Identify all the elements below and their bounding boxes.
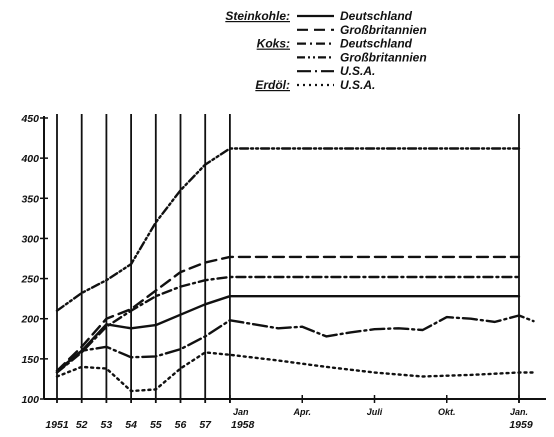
x-tick-label-56: 56 [175, 419, 187, 431]
series-line-s_gb [55, 255, 521, 373]
x-tick-sublabel-1958: 1958 [231, 419, 255, 431]
y-tick-label-200: 200 [20, 314, 39, 326]
legend-group-label-1: Koks: [257, 37, 290, 51]
x-tick-label-month-4: Jan. [510, 407, 528, 417]
legend: DeutschlandSteinkohle:GroßbritannienDeut… [225, 9, 426, 92]
y-tick-label-100: 100 [21, 394, 39, 406]
series-line-k_de [55, 275, 521, 374]
y-tick-label-400: 400 [20, 153, 39, 165]
tick-labels: 100 150 200 250 300 350 400 450 1951 52 53 54 55 56 57… [20, 113, 532, 431]
x-tick-label-month-2: Juli [367, 407, 383, 417]
x-tick-label-53: 53 [101, 419, 113, 431]
axes [40, 116, 546, 403]
legend-entry-e_usa: U.S.A. [340, 78, 375, 92]
y-tick-label-350: 350 [21, 193, 39, 205]
x-tick-label-54: 54 [125, 419, 137, 431]
grid-lines [56, 114, 520, 403]
x-tick-sublabel-1959: 1959 [509, 419, 533, 431]
legend-entry-k_gb: Großbritannien [340, 50, 427, 64]
x-tick-label-month-1: Apr. [292, 407, 311, 417]
y-tick-label-300: 300 [21, 233, 39, 245]
legend-entry-s_de: Deutschland [340, 9, 413, 23]
series-lines [55, 147, 535, 393]
series-line-e_usa [55, 351, 535, 393]
series-line-k_gb [55, 147, 521, 312]
series-line-k_usa [55, 314, 535, 374]
series-line-s_de [55, 295, 521, 373]
x-tick-label-month-0: Jan [233, 407, 249, 417]
y-tick-label-150: 150 [21, 354, 39, 366]
y-tick-label-450: 450 [20, 113, 39, 125]
y-tick-label-250: 250 [20, 274, 39, 286]
x-tick-label-55: 55 [150, 419, 162, 431]
legend-group-label-0: Steinkohle: [225, 9, 290, 23]
legend-entry-k_de: Deutschland [340, 37, 413, 51]
x-tick-label-52: 52 [76, 419, 88, 431]
x-tick-label-1951: 1951 [45, 419, 69, 431]
x-tick-label-month-3: Okt. [438, 407, 456, 417]
legend-entry-s_gb: Großbritannien [340, 23, 427, 37]
x-tick-label-57: 57 [199, 419, 212, 431]
legend-group-label-2: Erdöl: [255, 78, 290, 92]
legend-entry-k_usa: U.S.A. [340, 64, 375, 78]
